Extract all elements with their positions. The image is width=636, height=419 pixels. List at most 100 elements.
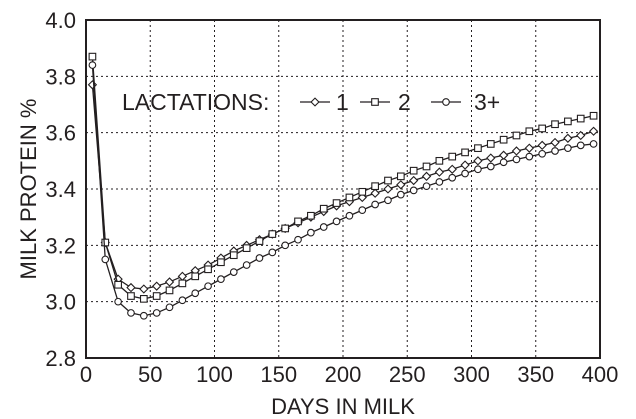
data-point [512,131,521,140]
data-point [435,178,444,186]
y-tick-label: 3.6 [45,121,76,146]
y-tick-label: 3.4 [45,177,76,202]
data-point [499,158,508,167]
data-point [525,127,534,136]
data-point [589,111,598,120]
legend-title: LACTATIONS: [122,89,269,115]
data-point [576,130,586,141]
y-axis-label: MILK PROTEIN % [16,99,41,280]
data-point [165,286,174,295]
data-point [564,144,572,153]
data-point [576,114,585,123]
legend-label: 2 [398,89,411,115]
data-point [486,140,495,148]
data-point [409,186,418,195]
series-layer [87,52,599,320]
data-point [255,237,264,245]
data-point [204,282,212,291]
data-point [384,196,392,205]
data-point [371,182,379,191]
data-point [139,311,148,320]
legend-label: 3+ [474,89,500,115]
data-point [307,211,315,220]
data-point [217,258,225,267]
data-point [370,188,380,198]
data-point [127,292,135,300]
data-point [152,292,161,300]
grid [86,20,600,358]
data-point [177,271,188,281]
data-point [242,244,251,253]
data-point [319,204,328,213]
data-point [281,241,290,250]
data-point [563,133,573,143]
legend-item: 3+ [431,89,500,115]
data-point [88,61,97,69]
data-point [151,281,162,291]
data-point [499,135,508,144]
x-axis-label: DAYS IN MILK [271,394,415,419]
data-point [191,272,200,281]
data-point [383,184,393,194]
data-point [229,268,238,276]
data-point [165,303,174,312]
data-point [408,175,419,186]
data-point [409,166,418,175]
data-point [396,180,406,190]
legend-marker [310,97,320,107]
plot-frame [85,19,601,359]
data-point [114,297,122,306]
data-point [550,137,560,148]
data-point [164,277,175,287]
data-point [345,211,354,220]
x-tick-label: 100 [196,362,233,387]
x-tick-label: 350 [517,362,554,387]
y-tick-label: 2.8 [45,346,76,371]
data-point [486,153,496,163]
data-point [268,230,277,238]
data-point [422,182,431,191]
y-tick-label: 3.2 [45,233,76,258]
data-point [473,156,483,166]
data-point [538,124,547,133]
y-tick-label: 4.0 [45,8,76,33]
x-tick-label: 300 [453,362,490,387]
y-tick-label: 3.8 [45,64,76,89]
legend-item: 2 [360,89,411,115]
legend-label: 1 [336,89,349,115]
data-point [538,149,547,158]
data-point [576,141,585,150]
data-point [396,190,405,199]
data-point [384,176,392,185]
data-point [268,248,277,257]
data-point [101,238,110,247]
data-point [332,217,341,226]
data-point [332,199,341,207]
data-point [396,172,405,181]
series-line [91,56,594,300]
data-point [551,120,559,129]
data-point [524,143,535,153]
data-point [345,193,354,202]
data-point [460,160,470,170]
x-tick-label: 150 [260,362,297,387]
legend-marker [442,98,450,106]
data-point [88,52,97,61]
data-point [498,150,509,160]
series-3 [88,61,598,320]
legend-item: 1 [300,89,349,115]
data-point [139,294,148,303]
data-point [461,148,469,157]
data-point [421,171,432,182]
y-tick-label: 3.0 [45,290,76,315]
data-point [525,152,534,161]
data-point [242,261,251,269]
data-point [474,165,482,174]
data-point [114,280,122,289]
data-point [358,206,367,214]
x-tick-label: 200 [325,362,362,387]
series-2 [88,52,598,303]
data-point [217,275,225,283]
tick-labels: 0 50 100 150 200 250 300 350 400 2.8 3.0 3.2 3.4 3.6 3… [45,8,618,387]
